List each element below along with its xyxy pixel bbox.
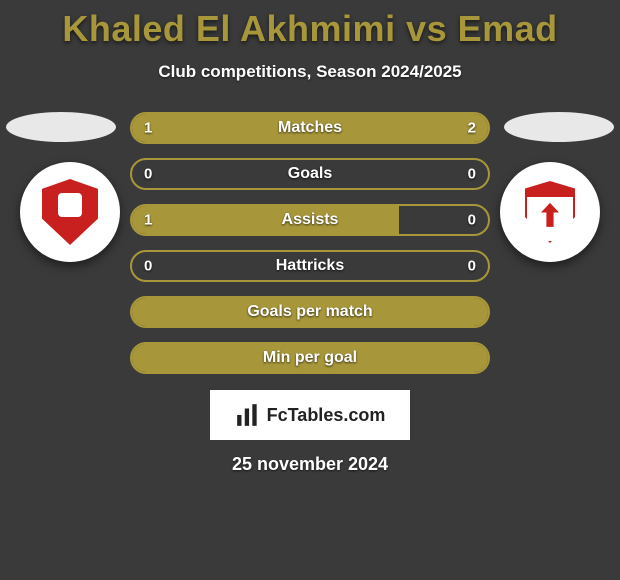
stat-label: Min per goal bbox=[263, 349, 357, 367]
stat-row: Min per goal bbox=[130, 342, 490, 374]
stat-value-right: 0 bbox=[468, 212, 476, 229]
footer-brand-text: FcTables.com bbox=[267, 405, 386, 426]
stat-value-right: 0 bbox=[468, 258, 476, 275]
stat-value-left: 0 bbox=[144, 258, 152, 275]
shield-icon bbox=[525, 181, 575, 243]
stat-row: 1 0 Assists bbox=[130, 204, 490, 236]
comparison-title: Khaled El Akhmimi vs Emad bbox=[0, 0, 620, 50]
stat-row: 1 2 Matches bbox=[130, 112, 490, 144]
comparison-date: 25 november 2024 bbox=[0, 454, 620, 475]
team-badge-right bbox=[500, 162, 600, 262]
stat-value-left: 1 bbox=[144, 120, 152, 137]
team-badge-left bbox=[20, 162, 120, 262]
footer-brand: FcTables.com bbox=[210, 390, 410, 440]
stat-value-left: 0 bbox=[144, 166, 152, 183]
stat-label: Goals per match bbox=[247, 303, 372, 321]
stat-value-right: 2 bbox=[468, 120, 476, 137]
stat-row: 0 0 Hattricks bbox=[130, 250, 490, 282]
stat-label: Matches bbox=[278, 119, 342, 137]
player-shadow-left bbox=[6, 112, 116, 142]
team-crest-left bbox=[40, 177, 100, 247]
stat-label: Assists bbox=[282, 211, 339, 229]
stats-rows: 1 2 Matches 0 0 Goals 1 0 Assists 0 0 Hattricks Goal… bbox=[130, 112, 490, 374]
stat-row: Goals per match bbox=[130, 296, 490, 328]
shield-icon bbox=[42, 179, 98, 245]
team-crest-right bbox=[520, 177, 580, 247]
comparison-arena: 1 2 Matches 0 0 Goals 1 0 Assists 0 0 Hattricks Goal… bbox=[0, 112, 620, 374]
bar-chart-icon bbox=[235, 402, 261, 428]
stat-fill-left bbox=[132, 206, 399, 234]
stat-value-left: 1 bbox=[144, 212, 152, 229]
stat-row: 0 0 Goals bbox=[130, 158, 490, 190]
stat-value-right: 0 bbox=[468, 166, 476, 183]
stat-label: Goals bbox=[288, 165, 332, 183]
player-shadow-right bbox=[504, 112, 614, 142]
comparison-subtitle: Club competitions, Season 2024/2025 bbox=[0, 62, 620, 82]
stat-label: Hattricks bbox=[276, 257, 344, 275]
